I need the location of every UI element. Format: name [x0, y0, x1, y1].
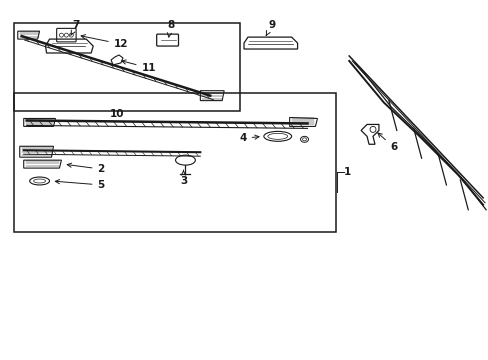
Text: 10: 10	[109, 108, 124, 118]
Bar	[14, 93, 336, 231]
Text: 5: 5	[55, 180, 104, 190]
Text: 12: 12	[81, 35, 128, 49]
Text: 7: 7	[71, 20, 80, 35]
Text: 6: 6	[377, 133, 397, 152]
Text: 3: 3	[180, 170, 187, 186]
Text: 2: 2	[67, 163, 104, 174]
Text: 1: 1	[344, 167, 351, 177]
Text: 8: 8	[166, 20, 174, 37]
Bar	[14, 23, 240, 111]
Text: 11: 11	[122, 60, 156, 73]
Text: 9: 9	[265, 20, 275, 36]
Text: 4: 4	[239, 133, 259, 143]
